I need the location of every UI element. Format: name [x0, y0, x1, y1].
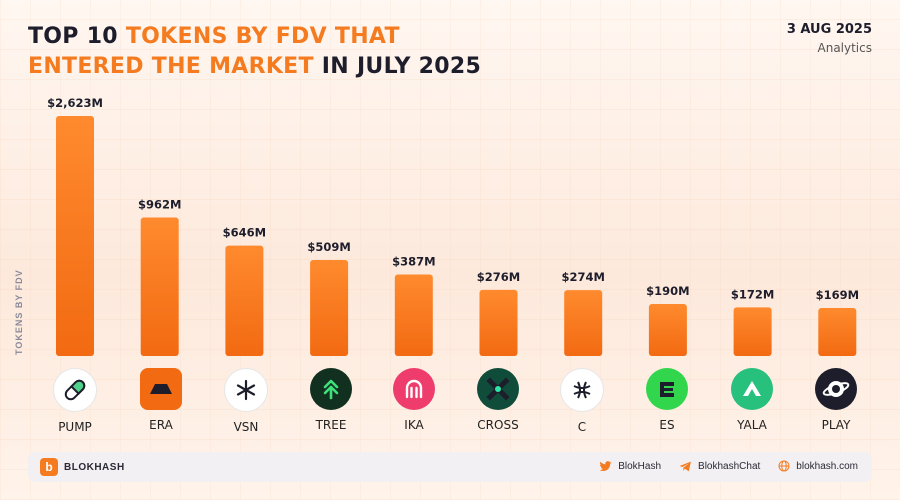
token-symbol: PLAY: [821, 418, 851, 432]
bar-value-label: $190M: [646, 284, 689, 298]
social-links: BlokHash BlokhashChat blokhash.com: [581, 460, 858, 472]
c-icon: [560, 368, 604, 412]
tree-chevron-icon: [310, 368, 352, 410]
token-symbol: ERA: [149, 418, 173, 432]
bar-ika: [394, 274, 433, 356]
telegram-plane-icon: [679, 461, 692, 472]
report-subtitle: Analytics: [817, 41, 873, 55]
title-part-4: IN JULY 2025: [313, 54, 482, 79]
era-icon: [140, 368, 182, 410]
title-part-3: ENTERED THE MARKET: [28, 54, 314, 79]
website-url: blokhash.com: [796, 460, 858, 472]
bar-value-label: $172M: [731, 287, 774, 301]
token-symbol: ES: [659, 418, 675, 432]
bar-vsn: [225, 245, 264, 356]
twitter-bird-icon: [599, 460, 612, 472]
bar-pump: [56, 116, 94, 356]
bar-value-label: $169M: [816, 288, 859, 302]
token-vsn: VSN: [206, 368, 286, 434]
token-cross: CROSS: [458, 368, 538, 432]
footer-bar: b BLOKHASH BlokHash BlokhashChat blokhas…: [28, 452, 872, 482]
ika-icon: [393, 368, 435, 410]
website-link[interactable]: blokhash.com: [778, 460, 858, 472]
twitter-link[interactable]: BlokHash: [599, 461, 661, 472]
bar-era: [140, 217, 179, 356]
bar-value-label: $387M: [392, 254, 435, 268]
title-part-1: TOP 10: [28, 24, 126, 49]
bar-tree: [310, 259, 349, 356]
token-symbol: C: [577, 420, 587, 434]
bar-value-label: $2,623M: [47, 96, 103, 110]
globe-icon: [778, 460, 790, 472]
bar-value-label: $276M: [477, 270, 520, 284]
yala-mountain-icon: [731, 368, 773, 410]
title-part-2: TOKENS BY FDV THAT: [125, 24, 400, 49]
bar-play: [818, 308, 857, 356]
bar-value-label: $646M: [223, 226, 266, 240]
play-planet-icon: [815, 368, 857, 410]
token-symbol: CROSS: [477, 418, 519, 432]
twitter-handle: BlokHash: [618, 460, 662, 472]
token-c: C: [542, 368, 622, 434]
token-es: ES: [627, 368, 707, 432]
token-symbol: YALA: [737, 418, 767, 432]
chart-title: TOP 10 TOKENS BY FDV THAT ENTERED THE MAR…: [28, 22, 481, 82]
report-date: 3 AUG 2025: [786, 22, 872, 37]
token-era: ERA: [121, 368, 201, 432]
telegram-link[interactable]: BlokhashChat: [679, 461, 760, 472]
bar-yala: [733, 307, 772, 356]
bar-es: [648, 304, 687, 356]
es-icon: [646, 368, 688, 410]
token-tree: TREE: [291, 368, 371, 432]
bar-chart: $2,623M $962M $646M $509M $387M $276M $274M $19…: [47, 96, 859, 356]
bar-cross: [479, 289, 518, 356]
token-pump: PUMP: [35, 368, 115, 434]
brand-name: BLOKHASH: [64, 461, 125, 473]
cross-icon: [477, 368, 519, 410]
date-block: 3 AUG 2025 Analytics: [787, 22, 872, 55]
token-yala: YALA: [712, 368, 792, 432]
vsn-star-icon: [224, 368, 268, 412]
token-symbol: VSN: [233, 420, 259, 434]
bar-value-label: $274M: [561, 270, 604, 284]
brand: b BLOKHASH: [40, 458, 125, 476]
token-symbol: IKA: [404, 418, 424, 432]
blokhash-logo-icon: b: [40, 458, 58, 476]
token-symbol: TREE: [315, 418, 347, 432]
pump-pill-icon: [53, 368, 97, 412]
telegram-handle: BlokhashChat: [698, 460, 761, 472]
token-symbol: PUMP: [58, 420, 92, 434]
bar-c: [564, 290, 603, 356]
token-play: PLAY: [796, 368, 876, 432]
token-ika: IKA: [374, 368, 454, 432]
bar-value-label: $509M: [307, 240, 350, 254]
bar-value-label: $962M: [138, 197, 181, 211]
